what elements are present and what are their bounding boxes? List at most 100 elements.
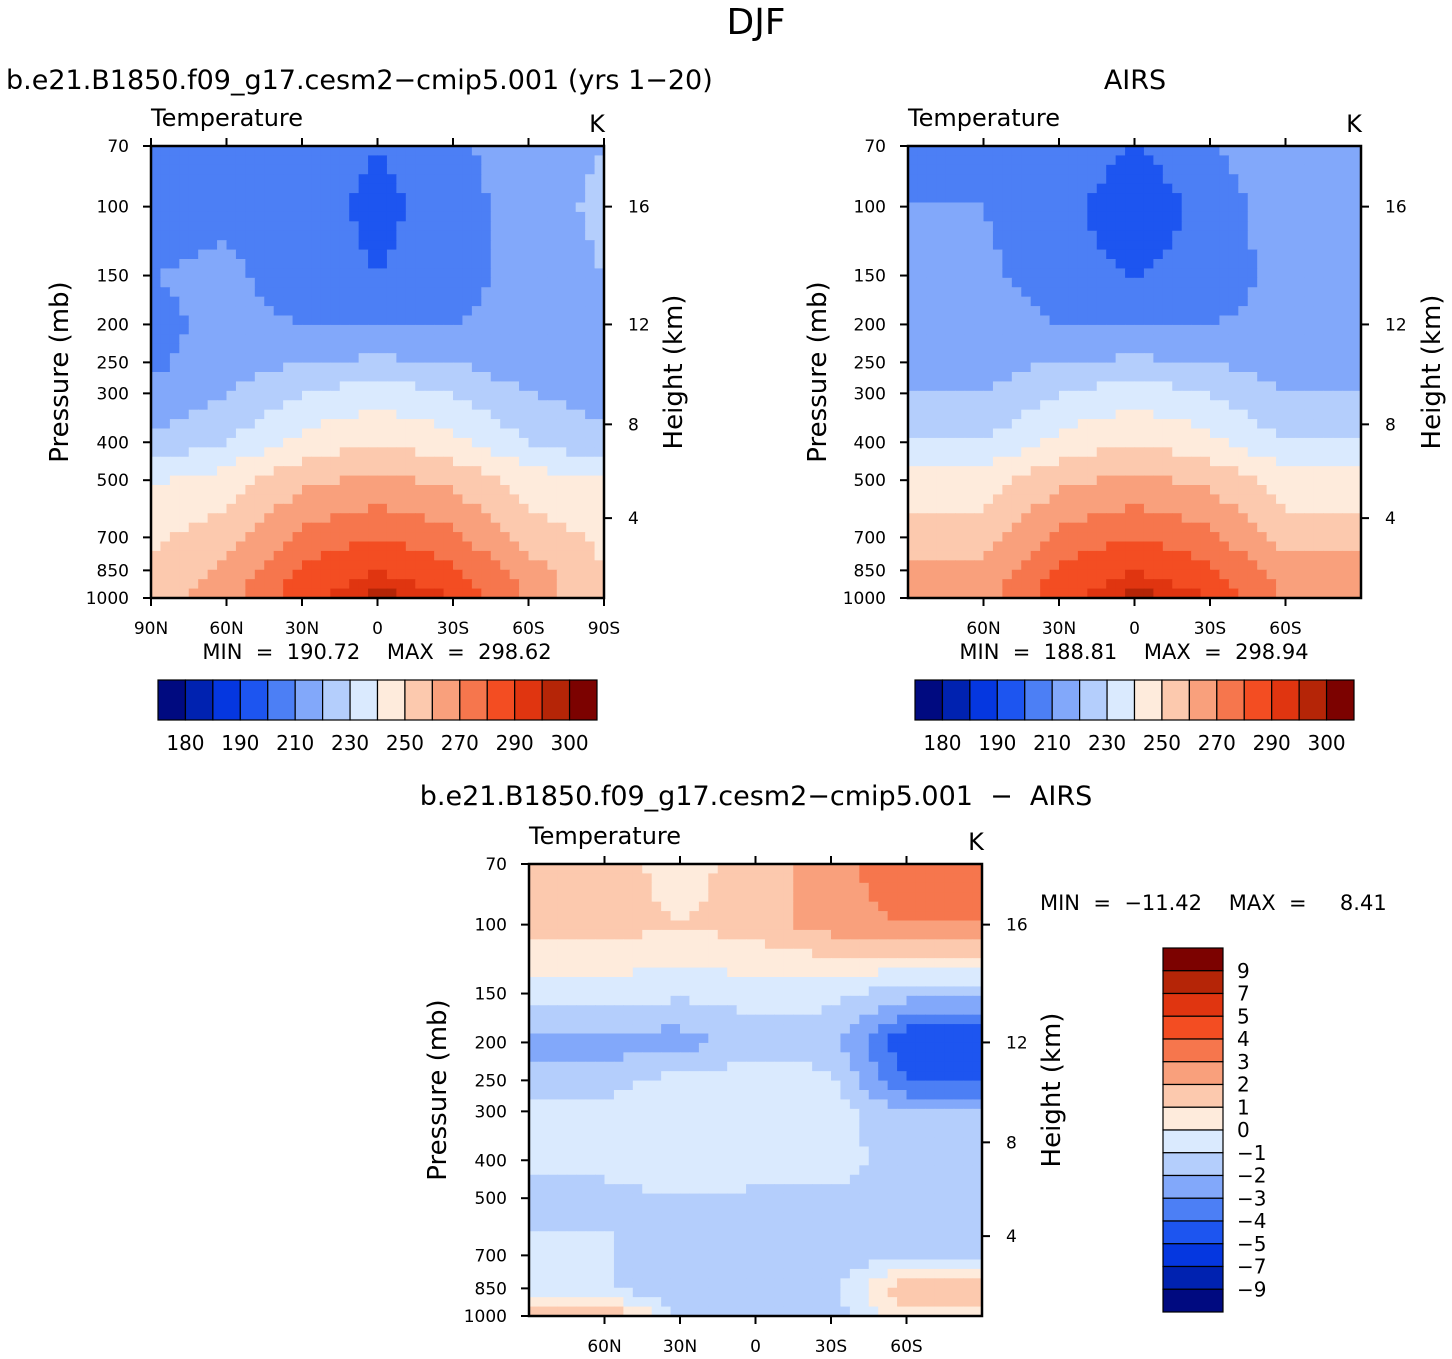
contour-cell (1266, 296, 1277, 307)
contour-cell (1059, 409, 1070, 420)
contour-cell (1125, 306, 1136, 317)
contour-cell (1181, 296, 1192, 307)
contour-cell (349, 240, 360, 251)
contour-cell (188, 146, 199, 157)
contour-cell (585, 221, 596, 232)
contour-cell (490, 494, 501, 505)
contour-cell (368, 287, 379, 298)
contour-cell (349, 372, 360, 383)
contour-cell (1228, 579, 1239, 590)
contour-cell (471, 268, 482, 279)
contour-cell (302, 588, 313, 599)
contour-cell (434, 419, 445, 430)
contour-cell (964, 240, 975, 251)
contour-cell (245, 437, 256, 448)
contour-cell (368, 306, 379, 317)
lat-tick-label: 30S (1194, 619, 1226, 639)
contour-cell (481, 202, 492, 213)
contour-cell (575, 324, 586, 335)
contour-cell (955, 437, 966, 448)
contour-cell (537, 343, 548, 354)
contour-cell (179, 428, 190, 439)
contour-cell (169, 513, 180, 524)
contour-cell (490, 466, 501, 477)
contour-cell (547, 268, 558, 279)
contour-cell (945, 202, 956, 213)
contour-cell (198, 202, 209, 213)
contour-cell (926, 268, 937, 279)
contour-cell (944, 892, 955, 903)
contour-cell (1238, 343, 1249, 354)
contour-cell (594, 550, 605, 561)
contour-cell (983, 494, 994, 505)
contour-cell (1021, 174, 1032, 185)
contour-cell (1200, 353, 1211, 364)
contour-cell (955, 579, 966, 590)
contour-cell (292, 164, 303, 175)
contour-cell (1096, 315, 1107, 326)
contour-cell (226, 353, 237, 364)
contour-cell (1266, 259, 1277, 270)
contour-cell (302, 513, 313, 524)
contour-cell (226, 466, 237, 477)
contour-cell (188, 381, 199, 392)
contour-cell (547, 315, 558, 326)
contour-cell (594, 287, 605, 298)
contour-cell (415, 409, 426, 420)
contour-cell (1313, 541, 1324, 552)
contour-cell (575, 485, 586, 496)
contour-cell (207, 372, 218, 383)
contour-cell (955, 353, 966, 364)
contour-cell (405, 211, 416, 222)
contour-cell (509, 409, 520, 420)
contour-cell (1200, 334, 1211, 345)
contour-cell (490, 522, 501, 533)
contour-cell (1096, 560, 1107, 571)
contour-cell (481, 409, 492, 420)
contour-cell (1153, 362, 1164, 373)
contour-cell (917, 230, 928, 241)
colorbar-swatch (914, 679, 944, 721)
contour-cell (405, 419, 416, 430)
contour-cell (358, 174, 369, 185)
contour-cell (974, 277, 985, 288)
contour-cell (405, 550, 416, 561)
contour-cell (908, 343, 919, 354)
contour-cell (755, 864, 766, 875)
contour-cell (377, 315, 388, 326)
contour-cell (1219, 419, 1230, 430)
contour-cell (945, 466, 956, 477)
contour-cell (198, 437, 209, 448)
contour-cell (537, 588, 548, 599)
contour-cell (453, 164, 464, 175)
contour-cell (1210, 202, 1221, 213)
contour-cell (1238, 475, 1249, 486)
contour-cell (992, 522, 1003, 533)
contour-cell (1059, 541, 1070, 552)
contour-cell (1143, 183, 1154, 194)
contour-cell (151, 174, 162, 185)
contour-cell (1021, 306, 1032, 317)
contour-cell (1210, 390, 1221, 401)
contour-cell (188, 400, 199, 411)
contour-cell (1049, 249, 1060, 260)
contour-cell (1266, 513, 1277, 524)
contour-cell (1106, 193, 1117, 204)
contour-cell (349, 334, 360, 345)
contour-cell (1153, 211, 1164, 222)
contour-cell (311, 353, 322, 364)
contour-cell (1077, 268, 1088, 279)
contour-cell (1040, 268, 1051, 279)
contour-cell (481, 588, 492, 599)
contour-cell (405, 532, 416, 543)
contour-cell (349, 447, 360, 458)
contour-cell (198, 428, 209, 439)
contour-cell (926, 456, 937, 467)
contour-cell (1049, 532, 1060, 543)
contour-cell (349, 202, 360, 213)
contour-cell (556, 541, 567, 552)
contour-cell (500, 475, 511, 486)
contour-cell (500, 362, 511, 373)
contour-cell (1143, 306, 1154, 317)
contour-cell (273, 522, 284, 533)
